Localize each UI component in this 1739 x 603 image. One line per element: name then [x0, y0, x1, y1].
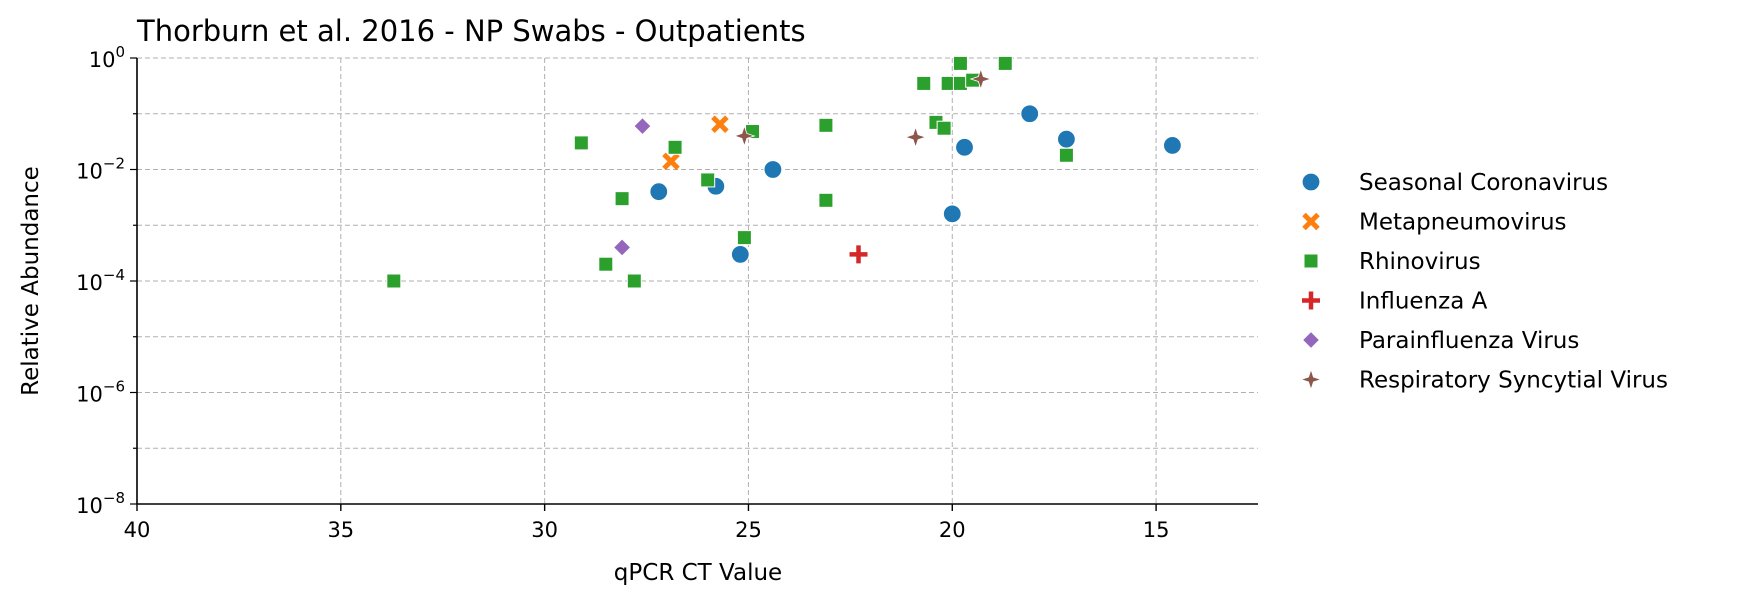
y-tick-label: 100 [89, 43, 125, 72]
legend-label: Rhinovirus [1359, 249, 1481, 275]
data-point [730, 244, 750, 265]
x-tick-label: 20 [939, 518, 966, 542]
series-influenza-a [849, 245, 868, 264]
data-point [711, 115, 729, 133]
grid [137, 57, 1258, 504]
x-tick-label: 40 [124, 518, 151, 542]
series-seasonal-coronavirus [649, 104, 1182, 265]
data-point [1058, 147, 1074, 163]
legend-marker [1302, 291, 1320, 310]
legend-marker [1299, 368, 1323, 391]
y-tick-label: 10−4 [76, 266, 125, 295]
data-point [936, 120, 952, 136]
data-points [386, 55, 1182, 289]
legend-label: Influenza A [1359, 289, 1488, 315]
data-point [733, 124, 756, 148]
data-point [942, 204, 962, 224]
y-tick-label: 10−8 [76, 489, 125, 518]
legend-marker [1303, 253, 1319, 269]
x-ticks: 40 35 30 25 20 15 [124, 504, 1170, 542]
data-point [667, 139, 683, 155]
data-point [1020, 104, 1040, 124]
data-point [633, 116, 652, 136]
data-point [954, 137, 975, 157]
x-tick-label: 35 [327, 518, 354, 542]
legend-label: Respiratory Syncytial Virus [1359, 368, 1668, 394]
legend-marker [1302, 212, 1320, 231]
legend: Seasonal Coronavirus Metapneumovirus Rhino… [1299, 170, 1668, 394]
legend-label: Parainfluenza Virus [1359, 328, 1579, 354]
y-axis-title: Relative Abundance [18, 166, 44, 396]
data-point [763, 159, 783, 180]
data-point [736, 230, 752, 246]
data-point [1162, 135, 1182, 156]
data-point [598, 256, 614, 272]
data-point [386, 273, 402, 289]
data-point [614, 191, 630, 207]
x-tick-label: 25 [735, 518, 762, 542]
data-point [700, 172, 716, 188]
x-tick-label: 30 [531, 518, 558, 542]
series-rhinovirus [386, 55, 1074, 289]
x-tick-label: 15 [1143, 518, 1170, 542]
data-point [626, 273, 642, 289]
chart-title: Thorburn et al. 2016 - NP Swabs - Outpat… [136, 14, 806, 48]
data-point [818, 192, 834, 208]
legend-label: Seasonal Coronavirus [1359, 170, 1608, 196]
legend-label: Metapneumovirus [1359, 210, 1567, 236]
series-respiratory-syncytial-virus [733, 67, 993, 149]
data-point [818, 117, 834, 133]
legend-marker [1301, 172, 1321, 192]
y-tick-label: 10−2 [76, 155, 125, 184]
data-point [952, 55, 968, 71]
data-point [916, 75, 932, 91]
series-parainfluenza-virus [612, 116, 652, 257]
y-ticks: 100 10−2 10−4 10−6 10−8 [76, 43, 137, 518]
data-point [969, 67, 993, 91]
series-metapneumovirus [662, 115, 729, 171]
data-point [662, 152, 680, 171]
legend-marker [1301, 330, 1321, 350]
x-axis-title: qPCR CT Value [614, 560, 782, 586]
data-point [904, 125, 927, 149]
data-point [1056, 129, 1077, 149]
data-point [573, 135, 589, 151]
data-point [649, 182, 669, 202]
data-point [997, 55, 1013, 71]
data-point [849, 245, 868, 264]
data-point [612, 238, 632, 257]
y-tick-label: 10−6 [76, 378, 125, 407]
